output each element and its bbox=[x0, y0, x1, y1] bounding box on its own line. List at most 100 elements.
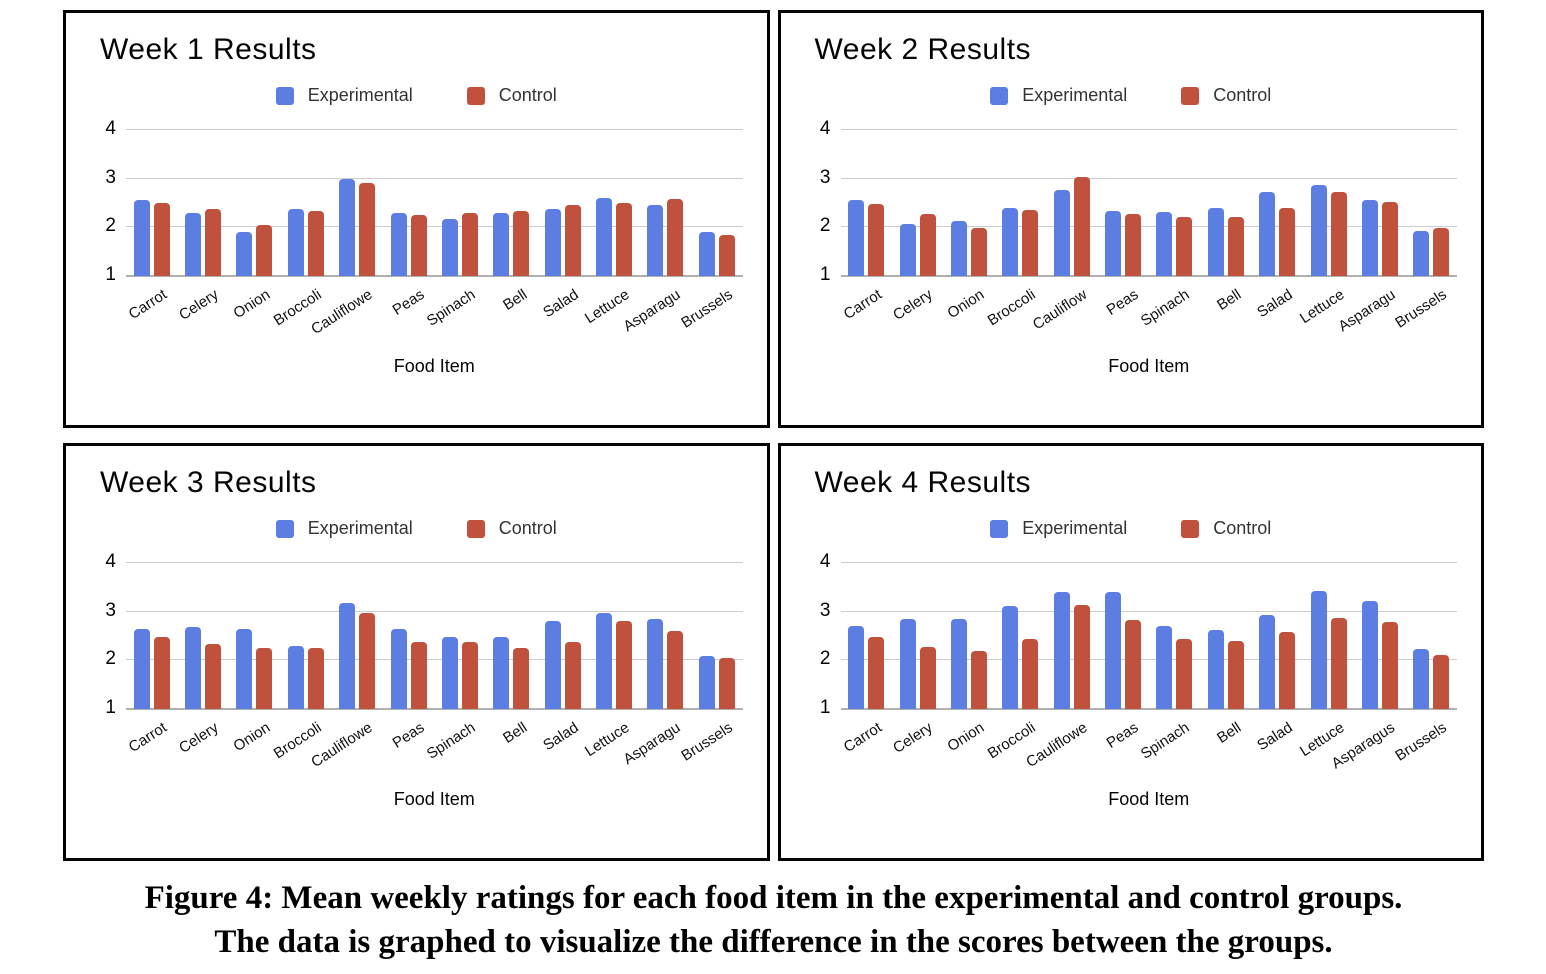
experimental-bar bbox=[339, 178, 356, 276]
x-tick-label: Bell bbox=[1214, 286, 1245, 314]
experimental-legend-label: Experimental bbox=[307, 518, 413, 538]
experimental-bar bbox=[899, 618, 916, 709]
experimental-bar bbox=[133, 199, 150, 276]
category-group-broccoli bbox=[280, 563, 331, 709]
chart-legend: Experimental Control bbox=[805, 518, 1458, 539]
control-legend-swatch bbox=[1181, 519, 1200, 538]
x-tick-cell: Onion bbox=[943, 276, 994, 342]
experimental-bar bbox=[236, 629, 253, 709]
control-bar bbox=[1381, 622, 1398, 709]
experimental-bar bbox=[1413, 230, 1430, 276]
experimental-bar bbox=[899, 224, 916, 276]
chart-legend: Experimental Control bbox=[805, 85, 1458, 106]
control-bar bbox=[205, 208, 222, 276]
figure-caption-line-1: Figure 4: Mean weekly ratings for each f… bbox=[144, 880, 1403, 916]
control-legend-label: Control bbox=[1213, 518, 1272, 538]
experimental-bar bbox=[1310, 590, 1327, 709]
category-group-bell bbox=[486, 563, 537, 709]
control-bar bbox=[868, 637, 885, 709]
category-group-spinach bbox=[434, 563, 485, 709]
x-axis-line bbox=[840, 275, 1457, 277]
x-axis: Carrot Celery Onion Broccoli Cauliflowe Peas S… bbox=[805, 709, 1458, 775]
x-tick-cell: Salad bbox=[1252, 276, 1303, 342]
x-tick-label: Celery bbox=[175, 286, 222, 324]
plot-area bbox=[840, 562, 1457, 710]
x-tick-cell: Salad bbox=[537, 276, 588, 342]
category-group-brussels bbox=[1406, 130, 1457, 276]
gridline bbox=[126, 659, 743, 661]
category-group-celery bbox=[177, 563, 228, 709]
experimental-bar bbox=[1413, 648, 1430, 709]
experimental-bar bbox=[1259, 614, 1276, 709]
x-tick-cell: Celery bbox=[176, 709, 228, 775]
x-tick-cell: Brussels bbox=[1392, 276, 1457, 342]
week-1-chart-panel: Week 1 Results Experimental Control 4 3 2 1… bbox=[63, 10, 770, 428]
experimental-legend-label: Experimental bbox=[1022, 518, 1128, 538]
category-group-brussels bbox=[691, 563, 742, 709]
control-bar bbox=[616, 620, 633, 709]
x-tick-cell: Salad bbox=[537, 709, 588, 775]
control-legend-swatch bbox=[466, 86, 485, 105]
control-bar bbox=[1176, 216, 1193, 276]
category-group-celery bbox=[892, 130, 943, 276]
control-bar bbox=[1330, 618, 1347, 709]
category-group-asparagu bbox=[1354, 130, 1405, 276]
x-tick-cell: Brussels bbox=[678, 276, 742, 342]
chart-legend: Experimental Control bbox=[90, 85, 743, 106]
control-bar bbox=[153, 636, 170, 709]
control-bar bbox=[1125, 620, 1142, 709]
experimental-bar bbox=[647, 205, 664, 276]
experimental-bar bbox=[596, 198, 613, 276]
control-bar bbox=[1279, 207, 1296, 276]
y-tick-label: 3 bbox=[105, 166, 116, 188]
control-legend-label: Control bbox=[498, 85, 557, 105]
category-group-brussels bbox=[1406, 563, 1457, 709]
x-tick-cell: Asparagu bbox=[621, 276, 691, 342]
x-tick-cell: Spinach bbox=[1138, 709, 1200, 775]
control-bar bbox=[718, 658, 735, 709]
y-tick-label: 2 bbox=[105, 215, 116, 237]
control-legend-swatch bbox=[466, 519, 485, 538]
x-tick-cell: Carrot bbox=[840, 276, 892, 342]
category-group-celery bbox=[892, 563, 943, 709]
x-tick-label: Bell bbox=[499, 286, 530, 314]
x-tick-cell: Carrot bbox=[126, 276, 177, 342]
experimental-bar bbox=[848, 200, 865, 276]
y-axis: 4 3 2 1 bbox=[90, 118, 126, 285]
category-group-cauliflow bbox=[1046, 130, 1097, 276]
experimental-bar bbox=[493, 212, 510, 276]
x-tick-label: Onion bbox=[944, 719, 988, 756]
y-axis: 4 3 2 1 bbox=[805, 118, 841, 285]
experimental-bar bbox=[441, 636, 458, 709]
y-tick-label: 1 bbox=[105, 697, 116, 719]
y-tick-label: 4 bbox=[105, 551, 116, 573]
category-group-carrot bbox=[126, 130, 177, 276]
experimental-bar bbox=[493, 636, 510, 709]
x-tick-label: Onion bbox=[230, 719, 273, 756]
experimental-bar bbox=[647, 618, 664, 709]
x-tick-cell: Asparagu bbox=[1335, 276, 1405, 342]
control-bar bbox=[1433, 654, 1450, 709]
control-bar bbox=[461, 212, 478, 276]
chart-legend: Experimental Control bbox=[90, 518, 743, 539]
category-group-peas bbox=[383, 563, 434, 709]
experimental-bar bbox=[185, 626, 202, 709]
control-bar bbox=[970, 228, 987, 276]
category-group-celery bbox=[177, 130, 228, 276]
x-tick-cell: Bell bbox=[1200, 276, 1251, 342]
experimental-bar bbox=[544, 620, 561, 709]
x-tick-cell: Salad bbox=[1252, 709, 1303, 775]
x-tick-cell: Cauliflow bbox=[1030, 276, 1097, 342]
experimental-bar bbox=[698, 232, 715, 276]
category-group-onion bbox=[943, 563, 994, 709]
category-group-peas bbox=[1097, 130, 1148, 276]
category-group-lettuce bbox=[588, 130, 639, 276]
chart-title: Week 4 Results bbox=[814, 466, 1032, 499]
control-bar bbox=[256, 648, 273, 709]
x-tick-label: Carrot bbox=[840, 719, 885, 756]
plot-area bbox=[126, 129, 743, 277]
experimental-bar bbox=[1002, 605, 1019, 709]
x-tick-cell: Peas bbox=[383, 709, 434, 775]
x-tick-label: Celery bbox=[890, 286, 937, 324]
chart-title: Week 1 Results bbox=[100, 33, 317, 66]
